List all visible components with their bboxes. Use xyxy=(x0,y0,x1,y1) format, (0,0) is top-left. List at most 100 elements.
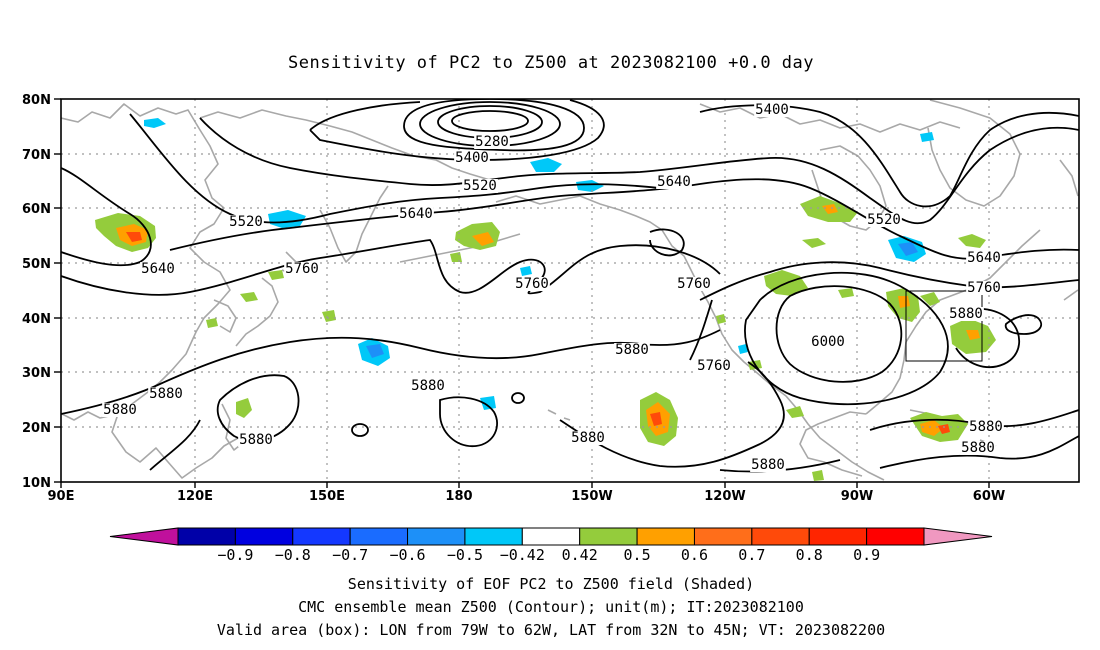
contour-label-halo xyxy=(140,262,176,276)
contour-label: 5880 xyxy=(239,432,273,448)
lat-label: 20N xyxy=(22,421,51,436)
contour-label-halo xyxy=(676,277,712,291)
contour-label-halo xyxy=(148,387,184,401)
colorbar-swatch xyxy=(177,527,236,546)
contour-label: 5880 xyxy=(751,457,785,473)
contour-5400-arc xyxy=(309,99,605,161)
coast-philippines xyxy=(221,403,245,451)
contour-label: 6000 xyxy=(811,334,845,350)
contour-label-halo xyxy=(474,135,510,149)
contour-label: 5640 xyxy=(141,261,175,277)
lat-label: 10N xyxy=(22,476,51,491)
contour-label: 5760 xyxy=(967,280,1001,296)
colorbar-tick-label: −0.7 xyxy=(332,546,368,564)
coast-se-asia xyxy=(111,413,239,479)
shade-negative-patches xyxy=(144,118,934,410)
contour-label: 5880 xyxy=(103,402,137,418)
lon-label: 120W xyxy=(704,489,745,504)
contour-label-halo xyxy=(614,343,650,357)
contour-label: 5880 xyxy=(969,419,1003,435)
contour-label: 5400 xyxy=(455,150,489,166)
contour-label: 5880 xyxy=(571,430,605,446)
coast-arctic-islands xyxy=(699,103,961,133)
colorbar-swatch xyxy=(292,527,351,546)
tick-marks xyxy=(54,98,990,488)
contour-label-halo xyxy=(102,403,138,417)
contour-label-halo xyxy=(754,103,790,117)
contour-label-halo xyxy=(866,213,902,227)
map-panel: 5280 5400 5400 5520 5520 5520 5640 5640 … xyxy=(22,93,1080,504)
lon-label: 180 xyxy=(445,489,472,504)
coast-greenland xyxy=(927,99,1021,207)
z500-contours xyxy=(61,99,1079,473)
contour-small-ring-2 xyxy=(351,423,369,437)
contour-label: 5280 xyxy=(475,134,509,150)
lon-label: 90E xyxy=(48,489,75,504)
colorbar-tick-label: 0.7 xyxy=(738,546,765,564)
contour-label-halo xyxy=(696,359,732,373)
colorbar-swatch xyxy=(407,527,466,546)
contour-label: 5880 xyxy=(149,386,183,402)
contour-5640-c xyxy=(649,228,685,257)
colorbar-tick-label: 0.5 xyxy=(624,546,651,564)
contour-label-halo xyxy=(750,458,786,472)
contour-label: 5880 xyxy=(615,342,649,358)
contour-5760-c xyxy=(689,299,713,361)
contour-label: 5760 xyxy=(697,358,731,374)
contour-5760-a xyxy=(61,239,721,296)
contour-label: 5520 xyxy=(867,212,901,228)
colorbar-end-right xyxy=(923,527,993,546)
colorbar-tick-label: −0.42 xyxy=(500,546,545,564)
colorbar-swatch xyxy=(636,527,695,546)
coast-europe-edge xyxy=(1059,159,1079,301)
coast-aleutians xyxy=(399,233,521,263)
contour-label: 5640 xyxy=(967,250,1001,266)
contour-5760-b xyxy=(699,261,1079,301)
lat-label: 60N xyxy=(22,202,51,217)
lon-label: 120E xyxy=(177,489,213,504)
lon-label: 150E xyxy=(309,489,345,504)
valid-area-box xyxy=(905,290,983,362)
contour-label-halo xyxy=(960,441,996,455)
contour-label-halo xyxy=(570,431,606,445)
shade-east-us-positive xyxy=(886,288,996,354)
contour-labels: 5280 5400 5400 5520 5520 5520 5640 5640 … xyxy=(102,102,1004,473)
contour-label: 5520 xyxy=(463,178,497,194)
colorbar-swatch xyxy=(808,527,868,546)
contour-label: 5880 xyxy=(949,306,983,322)
contour-label-halo xyxy=(462,179,498,193)
colorbar-tick-label: −0.5 xyxy=(447,546,483,564)
colorbar-swatch xyxy=(579,527,638,546)
colorbar-tick-label: 0.8 xyxy=(796,546,823,564)
contour-label-halo xyxy=(810,335,846,349)
contour-label-halo xyxy=(398,207,434,221)
contour-label-halo xyxy=(948,307,984,321)
lon-label: 60W xyxy=(973,489,1005,504)
colorbar: −0.9 −0.8 −0.7 −0.6 −0.5 −0.42 0.42 0.5 0.6 0.7 0.… xyxy=(109,527,993,564)
lat-label: 30N xyxy=(22,366,51,381)
colorbar-swatch xyxy=(751,527,810,546)
coastlines xyxy=(61,99,1079,481)
coast-hawaii xyxy=(547,409,571,421)
lon-labels: 90E 120E 150E 180 150W 120W 90W 60W xyxy=(48,489,1006,504)
colorbar-swatch xyxy=(521,527,581,546)
contour-label-halo xyxy=(228,215,264,229)
lat-label: 80N xyxy=(22,93,51,108)
colorbar-swatch xyxy=(234,527,294,546)
chart-title: Sensitivity of PC2 to Z500 at 2023082100… xyxy=(288,53,814,73)
lat-label: 50N xyxy=(22,257,51,272)
colorbar-tick-label: 0.42 xyxy=(562,546,598,564)
colorbar-tick-label: −0.9 xyxy=(217,546,253,564)
footer-line-3: Valid area (box): LON from 79W to 62W, L… xyxy=(217,621,885,639)
contour-label: 5400 xyxy=(755,102,789,118)
contour-small-ring-1 xyxy=(511,392,525,404)
coast-north-america-west xyxy=(683,255,885,481)
contour-5520-a xyxy=(199,117,1079,225)
contour-label-halo xyxy=(284,262,320,276)
contour-label-halo xyxy=(966,251,1002,265)
contour-5880-subtrop xyxy=(439,396,498,447)
map-frame xyxy=(60,98,1080,483)
colorbar-tick-label: 0.6 xyxy=(681,546,708,564)
contour-label-halo xyxy=(454,151,490,165)
